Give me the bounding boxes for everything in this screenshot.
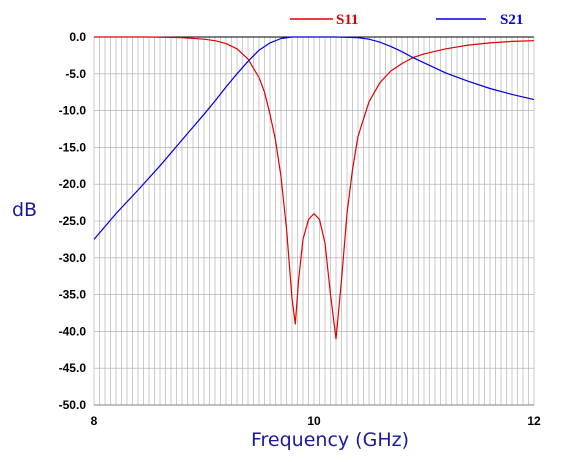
legend-label-s11: S11 xyxy=(336,12,359,28)
y-axis-label: dB xyxy=(12,199,37,221)
legend-label-s21: S21 xyxy=(500,12,523,28)
y-tick-label: -35.0 xyxy=(59,288,87,302)
y-tick-label: -30.0 xyxy=(59,251,87,265)
y-tick-label: -50.0 xyxy=(59,398,87,412)
legend: S11 S21 xyxy=(290,12,523,28)
series-line-s11 xyxy=(94,36,535,340)
y-tick-label: -20.0 xyxy=(59,177,87,191)
x-tick-label: 8 xyxy=(91,414,98,428)
x-axis-label: Frequency (GHz) xyxy=(251,429,409,451)
y-tick-label: -25.0 xyxy=(59,214,87,228)
series-line-s21 xyxy=(93,36,535,240)
y-tick-label: -15.0 xyxy=(59,140,87,154)
y-tick-label: -40.0 xyxy=(59,324,87,338)
series-layer xyxy=(93,36,535,340)
y-tick-label: -5.0 xyxy=(65,67,86,81)
x-tick-label: 12 xyxy=(527,414,541,428)
y-tick-label: -45.0 xyxy=(59,361,87,375)
x-axis-ticks: 8 10 12 xyxy=(91,414,541,428)
y-tick-label: 0.0 xyxy=(69,30,86,44)
x-tick-label: 10 xyxy=(307,414,321,428)
y-tick-label: -10.0 xyxy=(59,104,87,118)
y-axis-ticks: 0.0 -5.0 -10.0 -15.0 -20.0 -25.0 -30.0 -35.0 -40… xyxy=(59,30,87,412)
